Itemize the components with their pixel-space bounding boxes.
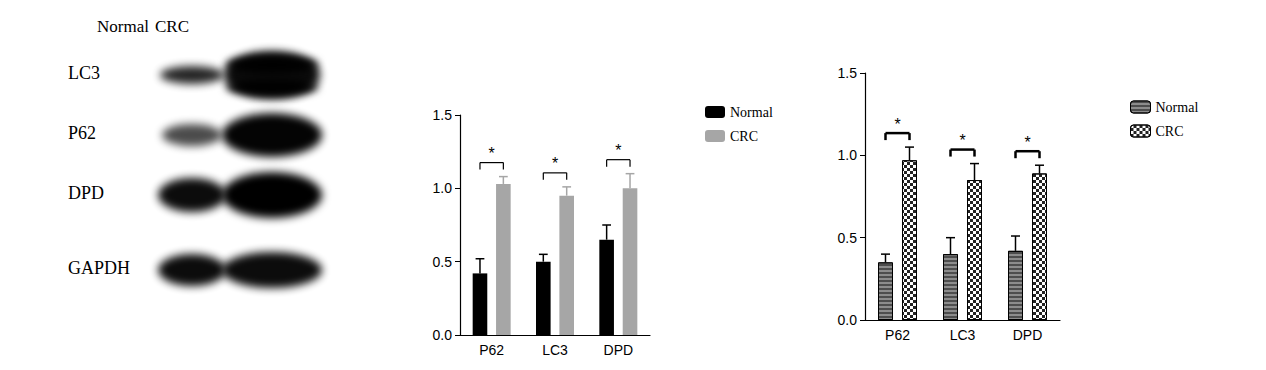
svg-text:1.0: 1.0 [433, 180, 453, 196]
svg-text:LC3: LC3 [68, 63, 100, 83]
svg-text:LC3: LC3 [950, 327, 976, 343]
svg-text:P62: P62 [479, 342, 504, 358]
svg-text:Normal: Normal [730, 105, 773, 120]
svg-text:1.0: 1.0 [838, 147, 858, 163]
svg-text:Normal: Normal [1156, 100, 1199, 115]
svg-text:CRC: CRC [1156, 124, 1184, 139]
svg-text:Normal: Normal [97, 17, 149, 36]
svg-text:*: * [615, 142, 621, 159]
svg-text:*: * [1024, 134, 1030, 151]
svg-text:CRC: CRC [155, 17, 189, 36]
svg-text:0.0: 0.0 [838, 312, 858, 328]
svg-text:0.0: 0.0 [433, 327, 453, 343]
svg-text:DPD: DPD [68, 183, 104, 203]
svg-text:P62: P62 [885, 327, 910, 343]
svg-text:*: * [959, 132, 965, 149]
svg-text:0.5: 0.5 [838, 230, 858, 246]
svg-text:LC3: LC3 [542, 342, 568, 358]
svg-text:1.5: 1.5 [433, 107, 453, 123]
svg-text:DPD: DPD [1013, 327, 1043, 343]
svg-text:GAPDH: GAPDH [68, 258, 130, 278]
svg-text:CRC: CRC [730, 129, 758, 144]
svg-text:P62: P62 [68, 123, 96, 143]
svg-text:1.5: 1.5 [838, 65, 858, 81]
svg-text:0.5: 0.5 [433, 254, 453, 270]
svg-text:*: * [552, 155, 558, 172]
svg-text:*: * [894, 116, 900, 133]
svg-text:DPD: DPD [604, 342, 634, 358]
svg-text:*: * [489, 145, 495, 162]
